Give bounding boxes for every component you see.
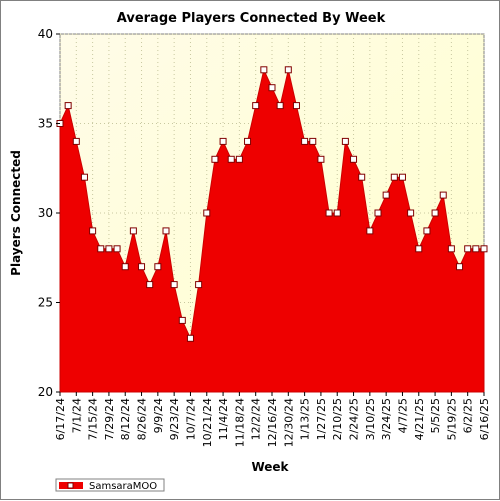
data-point — [292, 102, 300, 110]
data-point — [464, 245, 472, 253]
x-tick-label: 9/23/24 — [168, 398, 181, 440]
data-point — [431, 209, 439, 217]
data-point — [178, 316, 186, 324]
y-tick-label: 40 — [38, 27, 53, 41]
data-point — [235, 155, 243, 163]
data-point — [325, 209, 333, 217]
chart-title: Average Players Connected By Week — [117, 11, 386, 26]
data-point — [456, 263, 464, 271]
data-point — [276, 102, 284, 110]
data-point — [439, 191, 447, 199]
data-point — [390, 173, 398, 181]
x-tick-label: 12/30/24 — [282, 398, 295, 447]
data-point — [407, 209, 415, 217]
data-point — [211, 155, 219, 163]
data-point — [162, 227, 170, 235]
data-point — [268, 84, 276, 92]
legend: SamsaraMOO — [55, 478, 165, 492]
data-point — [472, 245, 480, 253]
x-tick-label: 7/15/24 — [87, 398, 100, 440]
data-point — [146, 281, 154, 289]
data-point — [80, 173, 88, 181]
data-point — [350, 155, 358, 163]
data-points — [56, 66, 488, 342]
x-tick-label: 10/21/24 — [201, 398, 214, 447]
data-point — [284, 66, 292, 74]
data-point — [105, 245, 113, 253]
data-point — [195, 281, 203, 289]
data-point — [186, 334, 194, 342]
data-point — [97, 245, 105, 253]
data-point — [129, 227, 137, 235]
data-point — [382, 191, 390, 199]
x-tick-label: 3/10/25 — [364, 398, 377, 440]
data-point — [341, 137, 349, 145]
data-point — [447, 245, 455, 253]
legend-marker — [67, 482, 74, 489]
data-point — [423, 227, 431, 235]
data-point — [121, 263, 129, 271]
y-axis-ticks: 20 25 30 35 40 — [38, 27, 60, 399]
data-point — [317, 155, 325, 163]
x-tick-label: 2/10/25 — [331, 398, 344, 440]
x-tick-label: 6/17/24 — [54, 398, 67, 440]
y-tick-label: 30 — [38, 206, 53, 220]
data-point — [333, 209, 341, 217]
data-point — [260, 66, 268, 74]
x-tick-label: 5/19/25 — [445, 398, 458, 440]
y-tick-label: 35 — [38, 117, 53, 131]
y-axis-label: Players Connected — [9, 150, 23, 276]
x-tick-label: 7/29/24 — [103, 398, 116, 440]
data-point — [227, 155, 235, 163]
data-point — [301, 137, 309, 145]
x-tick-label: 8/26/24 — [136, 398, 149, 440]
x-tick-label: 1/13/25 — [299, 398, 312, 440]
x-tick-label: 5/5/25 — [429, 398, 442, 433]
x-tick-label: 11/4/24 — [217, 398, 230, 440]
data-point — [252, 102, 260, 110]
x-tick-label: 8/12/24 — [119, 398, 132, 440]
x-tick-label: 7/1/24 — [70, 398, 83, 433]
data-point — [113, 245, 121, 253]
data-point — [374, 209, 382, 217]
x-tick-label: 12/16/24 — [266, 398, 279, 447]
data-point — [480, 245, 488, 253]
x-axis-label: Week — [251, 460, 289, 474]
x-tick-label: 6/2/25 — [462, 398, 475, 433]
data-point — [415, 245, 423, 253]
data-point — [170, 281, 178, 289]
data-point — [309, 137, 317, 145]
x-tick-label: 3/24/25 — [380, 398, 393, 440]
x-tick-label: 4/7/25 — [396, 398, 409, 433]
legend-label: SamsaraMOO — [89, 481, 157, 492]
data-point — [64, 102, 72, 110]
x-tick-label: 4/21/25 — [413, 398, 426, 440]
data-point — [72, 137, 80, 145]
x-tick-label: 6/16/25 — [478, 398, 491, 440]
data-point — [154, 263, 162, 271]
x-tick-label: 11/18/24 — [233, 398, 246, 447]
data-point — [138, 263, 146, 271]
data-point — [398, 173, 406, 181]
data-point — [244, 137, 252, 145]
y-tick-label: 25 — [38, 296, 53, 310]
data-point — [366, 227, 374, 235]
x-axis-ticks: 6/17/24 7/1/24 7/15/24 7/29/24 8/12/24 8/26/2… — [54, 392, 491, 447]
x-tick-label: 2/24/25 — [348, 398, 361, 440]
data-point — [89, 227, 97, 235]
x-tick-label: 10/7/24 — [184, 398, 197, 440]
data-point — [203, 209, 211, 217]
x-tick-label: 12/2/24 — [250, 398, 263, 440]
x-tick-label: 1/27/25 — [315, 398, 328, 440]
x-tick-label: 9/9/24 — [152, 398, 165, 433]
data-point — [358, 173, 366, 181]
data-point — [219, 137, 227, 145]
y-tick-label: 20 — [38, 385, 53, 399]
